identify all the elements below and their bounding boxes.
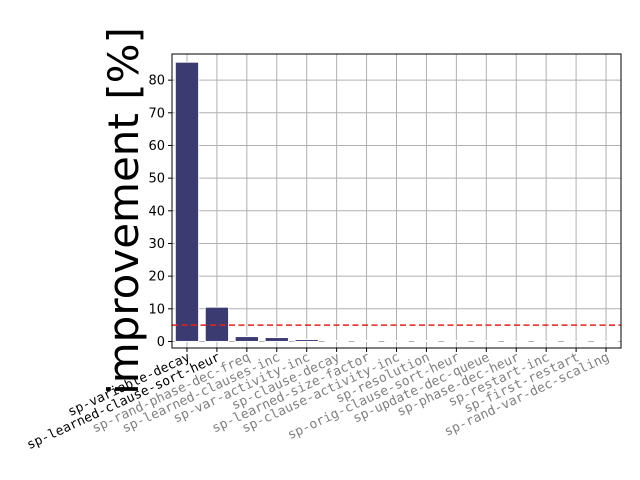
y-tick-label: 80: [148, 74, 165, 89]
bar: [533, 340, 559, 343]
y-tick-label: 70: [148, 106, 165, 121]
y-tick-label: 0: [157, 335, 165, 350]
y-tick-label: 50: [148, 172, 165, 187]
y-axis-ticks: 0 10 20 30 40 50 60 70 80: [148, 74, 172, 350]
bar: [563, 340, 589, 343]
bars: [174, 61, 619, 343]
bar: [204, 306, 230, 342]
y-tick-label: 30: [148, 237, 165, 252]
bar: [324, 339, 349, 342]
bar: [384, 339, 409, 342]
bar: [234, 336, 260, 342]
bar: [474, 340, 499, 342]
y-tick-label: 60: [148, 139, 165, 154]
y-tick-label: 10: [148, 302, 165, 317]
bar: [444, 339, 469, 342]
bar: [264, 337, 289, 342]
bar: [414, 339, 439, 342]
bar: [593, 340, 619, 343]
bar: [354, 339, 379, 342]
bar: [294, 339, 319, 342]
bar: [504, 340, 529, 343]
bar: [174, 61, 200, 342]
y-tick-label: 40: [148, 204, 165, 219]
y-axis-label: improvement [%]: [99, 27, 148, 395]
y-tick-label: 20: [148, 270, 165, 285]
grid: [172, 54, 621, 348]
